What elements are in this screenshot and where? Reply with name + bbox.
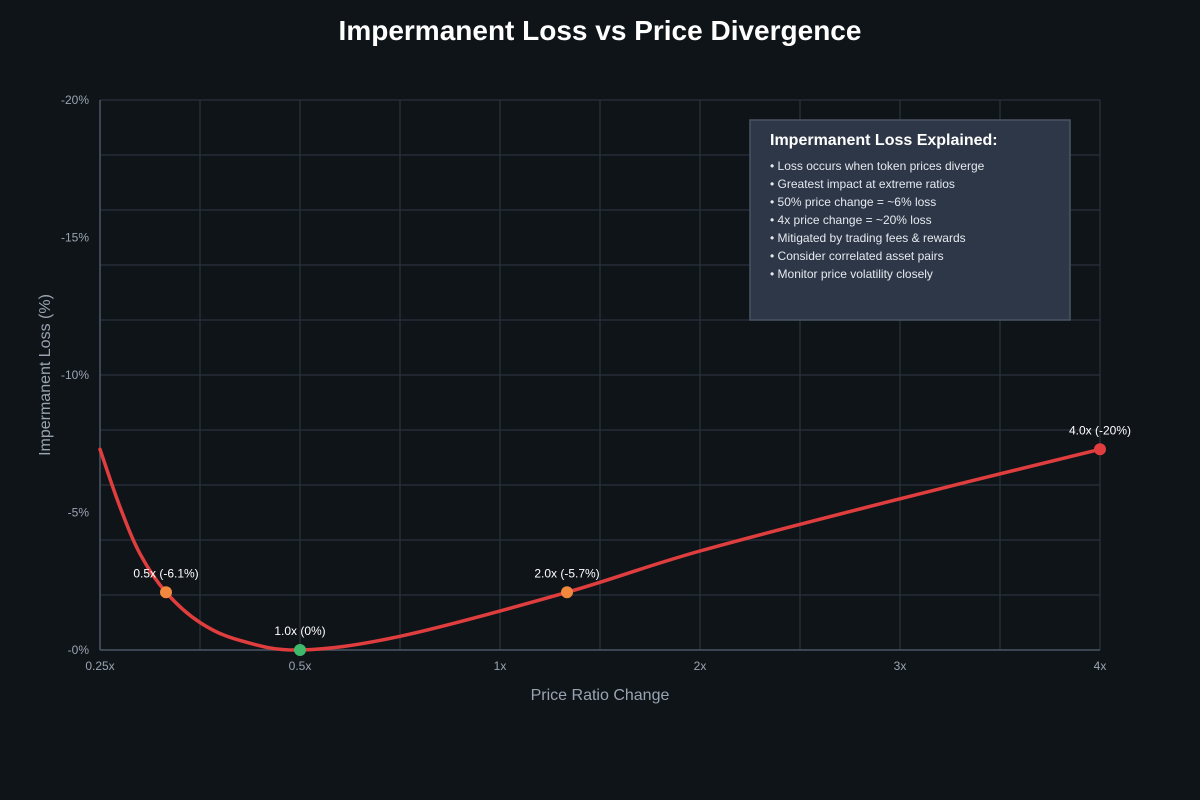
data-point-label: 1.0x (0%) — [274, 624, 325, 638]
info-box-item: • Consider correlated asset pairs — [770, 249, 944, 263]
info-box-item: • Loss occurs when token prices diverge — [770, 159, 985, 173]
y-tick-label: -15% — [61, 231, 89, 245]
x-tick-label: 3x — [894, 659, 907, 673]
impermanent-loss-line — [98, 447, 1102, 652]
x-tick-label: 4x — [1094, 659, 1107, 673]
info-box: Impermanent Loss Explained: • Loss occur… — [749, 119, 1071, 321]
tick-labels: 0.25x 0.5x 1x 2x 3x 4x -0% -5% -10% -15% -20% — [61, 93, 1106, 673]
y-tick-label: -5% — [68, 506, 90, 520]
data-point-label: 2.0x (-5.7%) — [534, 566, 599, 580]
info-box-item: • 4x price change = ~20% loss — [770, 213, 932, 227]
chart-title: Impermanent Loss vs Price Divergence — [339, 15, 862, 46]
x-tick-label: 2x — [694, 659, 707, 673]
y-tick-label: -0% — [68, 643, 90, 657]
data-point-label: 0.5x (-6.1%) — [133, 566, 198, 580]
data-point-label: 4.0x (-20%) — [1069, 423, 1131, 437]
data-point — [294, 644, 306, 656]
x-tick-label: 0.25x — [85, 659, 114, 673]
data-point — [561, 586, 573, 599]
x-axis-label: Price Ratio Change — [531, 687, 670, 704]
annotated-points: 0.5x (-6.1%) 1.0x (0%) 2.0x (-5.7%) 4.0x (-… — [133, 423, 1131, 656]
info-box-title: Impermanent Loss Explained: — [770, 132, 998, 149]
info-box-items: • Loss occurs when token prices diverge •… — [770, 159, 985, 281]
info-box-item: • Greatest impact at extreme ratios — [770, 177, 955, 191]
x-tick-label: 1x — [494, 659, 507, 673]
x-tick-label: 0.5x — [289, 659, 312, 673]
data-point — [1094, 443, 1106, 456]
info-box-item: • Monitor price volatility closely — [770, 267, 933, 281]
info-box-item: • 50% price change = ~6% loss — [770, 195, 936, 209]
y-tick-label: -20% — [61, 93, 89, 107]
data-point — [160, 586, 172, 599]
y-tick-label: -10% — [61, 368, 89, 382]
info-box-background — [749, 119, 1071, 321]
y-axis-label: Impermanent Loss (%) — [37, 294, 54, 456]
info-box-item: • Mitigated by trading fees & rewards — [770, 231, 966, 245]
